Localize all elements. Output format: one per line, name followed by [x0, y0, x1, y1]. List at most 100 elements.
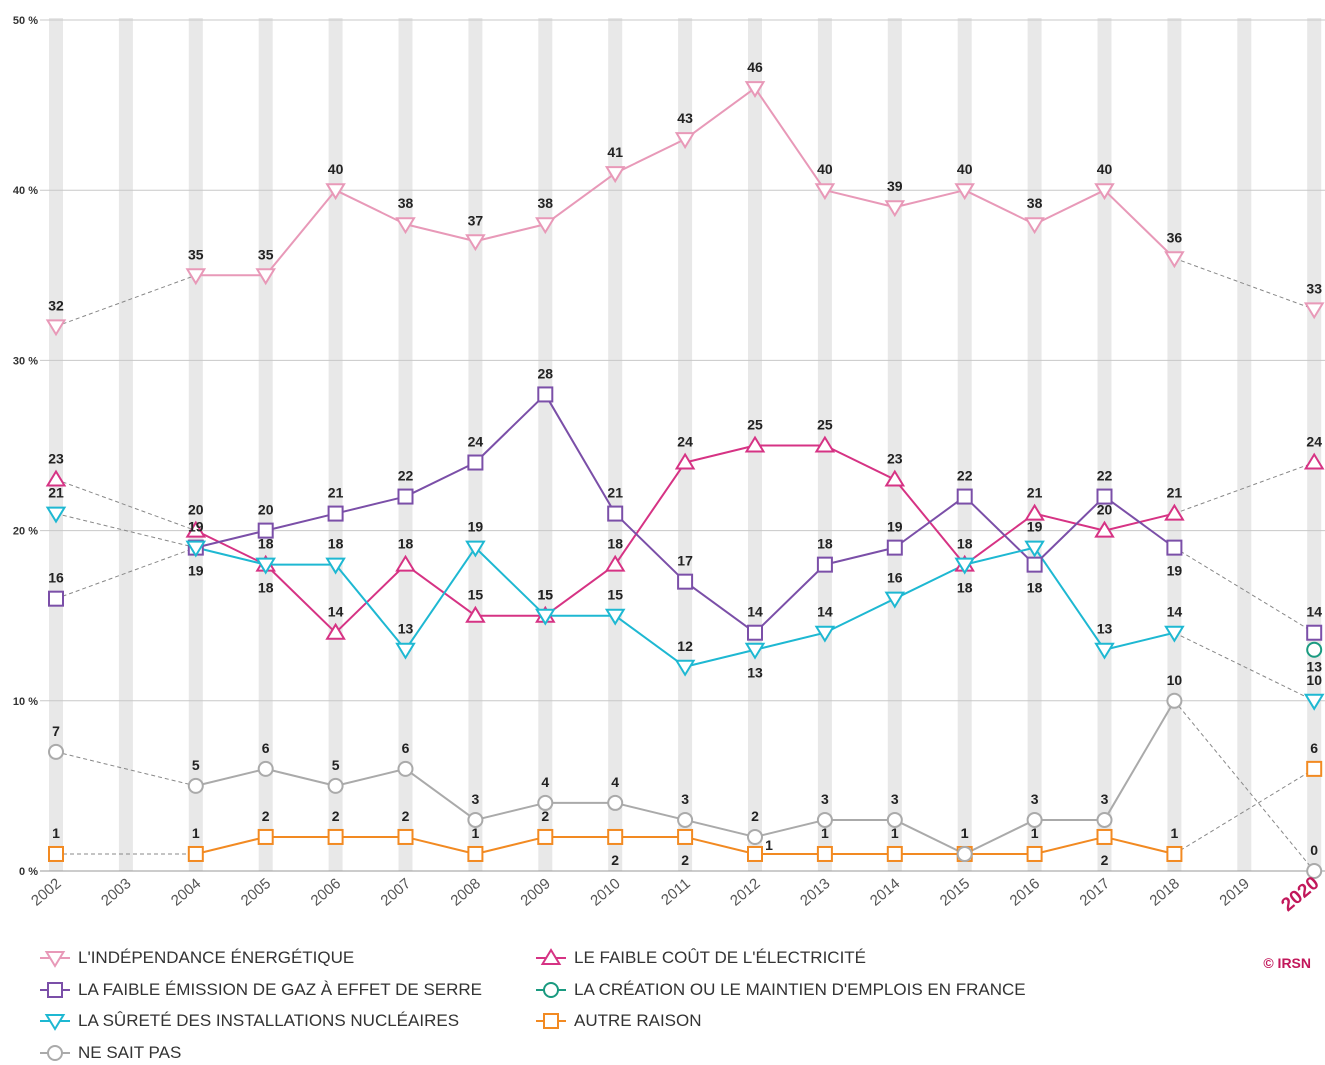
data-label: 1	[765, 837, 773, 853]
series-segment	[1104, 835, 1175, 855]
legend-item: LA FAIBLE ÉMISSION DE GAZ À EFFET DE SER…	[40, 980, 482, 1000]
series-lines	[55, 87, 1315, 872]
legend-label: LA CRÉATION OU LE MAINTIEN D'EMPLOIS EN …	[574, 980, 1026, 999]
data-label: 23	[48, 451, 64, 467]
data-point	[535, 217, 556, 235]
data-label: 16	[887, 570, 903, 586]
x-tick-label: 2014	[867, 875, 903, 909]
series-segment	[334, 563, 407, 634]
data-label: 18	[1027, 580, 1043, 596]
data-point	[1303, 302, 1325, 320]
series-segment	[405, 223, 476, 243]
data-label: 6	[1310, 740, 1318, 756]
series-markers	[45, 81, 1325, 879]
data-point	[397, 488, 414, 505]
data-point	[816, 556, 833, 573]
data-point	[744, 81, 766, 99]
data-label: 1	[891, 825, 899, 841]
series-segment	[55, 274, 196, 327]
data-label: 4	[541, 774, 549, 790]
series-segment	[684, 87, 756, 140]
data-point	[677, 811, 694, 828]
data-label: 15	[607, 587, 623, 603]
data-point	[537, 794, 554, 811]
year-band	[1097, 18, 1112, 871]
series-segment	[475, 223, 546, 243]
data-label: 20	[1097, 502, 1113, 518]
data-point	[1306, 863, 1323, 879]
data-label: 1	[472, 825, 480, 841]
series-segment	[544, 563, 616, 617]
data-point	[1303, 693, 1325, 711]
series-segment	[265, 767, 336, 787]
data-label: 17	[677, 553, 693, 569]
data-point	[257, 760, 274, 777]
y-tick-label: 30 %	[13, 355, 38, 367]
y-tick-label: 50 %	[13, 15, 38, 27]
data-point	[674, 452, 696, 470]
data-label: 35	[188, 246, 204, 262]
data-label: 18	[957, 580, 973, 596]
data-point	[465, 540, 486, 558]
data-point	[677, 828, 694, 845]
x-tick-label: 2018	[1146, 875, 1182, 909]
data-point	[255, 268, 276, 286]
data-label: 23	[887, 451, 903, 467]
year-band	[678, 18, 693, 871]
x-tick-label: 2006	[308, 875, 344, 909]
series-segment	[684, 818, 756, 838]
series-segment	[405, 835, 476, 855]
data-point	[185, 520, 207, 538]
series-segment	[55, 479, 196, 532]
data-point	[886, 539, 903, 556]
series-segment	[195, 835, 266, 855]
data-point	[327, 828, 344, 845]
series-segment	[894, 495, 966, 549]
legend-label: NE SAIT PAS	[78, 1043, 182, 1062]
y-tick-label: 20 %	[13, 526, 38, 538]
data-point	[325, 622, 346, 640]
series-segment	[964, 546, 1035, 566]
data-label: 41	[607, 144, 623, 160]
data-point	[1024, 217, 1045, 235]
data-label: 21	[607, 485, 623, 501]
series-segment	[334, 564, 407, 651]
data-label: 18	[328, 536, 344, 552]
data-point	[604, 608, 626, 626]
data-point	[537, 386, 554, 403]
data-point	[1306, 641, 1323, 658]
series-segment	[1103, 700, 1176, 821]
series-segment	[684, 835, 756, 855]
data-point	[607, 794, 624, 811]
series-segment	[824, 546, 896, 566]
data-label: 3	[891, 791, 899, 807]
data-point	[395, 642, 416, 660]
data-point	[187, 777, 204, 794]
data-label: 18	[258, 536, 274, 552]
data-label: 13	[747, 665, 763, 681]
year-band	[118, 18, 133, 871]
series-segment	[335, 767, 406, 787]
series-segment	[824, 189, 896, 209]
legend-item: LA CRÉATION OU LE MAINTIEN D'EMPLOIS EN …	[536, 980, 1026, 1000]
series-segment	[474, 546, 546, 617]
data-label: 38	[1027, 195, 1043, 211]
data-point	[1096, 811, 1113, 828]
data-point	[607, 505, 624, 522]
series-segment	[1103, 189, 1176, 259]
data-label: 24	[1306, 434, 1322, 450]
data-point	[884, 200, 906, 218]
series-segment	[474, 393, 546, 464]
data-point	[1024, 503, 1045, 521]
data-point	[1024, 540, 1045, 558]
data-label: 19	[188, 519, 204, 535]
data-label: 3	[1031, 791, 1039, 807]
data-point	[607, 828, 624, 845]
data-label: 35	[258, 246, 274, 262]
data-point	[467, 454, 484, 471]
data-label: 20	[188, 502, 204, 518]
data-point	[535, 608, 556, 626]
y-tick-label: 40 %	[13, 185, 38, 197]
data-point	[814, 625, 836, 643]
